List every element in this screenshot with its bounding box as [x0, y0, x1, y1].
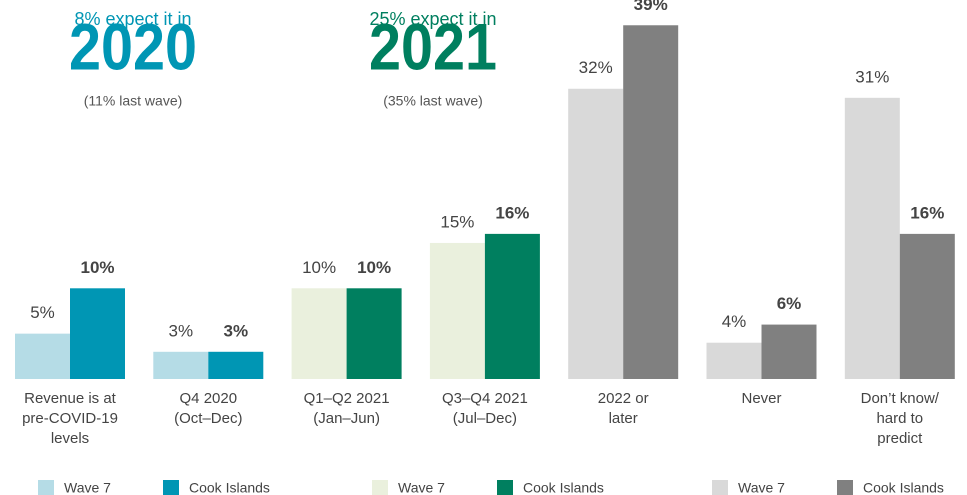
- annotation-lead: 8% expect it in: [74, 9, 191, 29]
- value-label: 31%: [855, 67, 889, 86]
- value-label: 3%: [224, 321, 249, 340]
- legend-swatch: [837, 480, 853, 495]
- category-label: Don’t know/ hard to predict: [860, 390, 939, 447]
- category-label: Never: [741, 390, 782, 407]
- legend-swatch: [163, 480, 179, 495]
- annotation-note: (11% last wave): [84, 93, 183, 109]
- bar: [346, 288, 402, 379]
- category-label: Q1–Q2 2021 (Jan–Jun): [303, 390, 390, 427]
- bar: [429, 242, 485, 379]
- annotation-year: 2020: [69, 9, 197, 83]
- annotation-lead: 25% expect it in: [369, 9, 496, 29]
- annotation-note: (35% last wave): [383, 93, 483, 109]
- legend-label: Cook Islands: [189, 480, 270, 495]
- bar: [568, 88, 624, 379]
- value-label: 16%: [910, 203, 944, 222]
- bar: [899, 233, 955, 379]
- value-label: 32%: [579, 58, 613, 77]
- value-label: 4%: [722, 312, 747, 331]
- value-label: 5%: [30, 303, 55, 322]
- value-label: 10%: [357, 258, 391, 277]
- legend-label: Cook Islands: [863, 480, 944, 495]
- value-label: 10%: [302, 258, 336, 277]
- annotation-year: 2021: [369, 9, 497, 83]
- category-label: Revenue is at pre-COVID-19 levels: [22, 390, 118, 447]
- legend-swatch: [712, 480, 728, 495]
- category-label: Q4 2020 (Oct–Dec): [174, 390, 243, 427]
- legend-label: Wave 7: [738, 480, 785, 495]
- bar: [70, 288, 125, 379]
- legend-label: Cook Islands: [523, 480, 604, 495]
- bar: [623, 25, 679, 380]
- bar: [844, 97, 900, 379]
- legend-label: Wave 7: [64, 480, 111, 495]
- legend-swatch: [38, 480, 54, 495]
- value-label: 16%: [495, 203, 529, 222]
- bar: [153, 351, 209, 379]
- value-label: 6%: [777, 294, 802, 313]
- value-label: 3%: [169, 321, 194, 340]
- category-label: Q3–Q4 2021 (Jul–Dec): [441, 390, 528, 427]
- bar: [208, 351, 264, 379]
- bar: [484, 233, 540, 379]
- bar: [15, 333, 70, 379]
- value-label: 39%: [634, 0, 668, 14]
- bar: [706, 342, 762, 379]
- legend-label: Wave 7: [398, 480, 445, 495]
- bar: [761, 324, 817, 379]
- legend-swatch: [372, 480, 388, 495]
- category-label: 2022 or later: [597, 390, 649, 427]
- value-label: 10%: [80, 258, 114, 277]
- legend-swatch: [497, 480, 513, 495]
- value-label: 15%: [440, 212, 474, 231]
- bar: [291, 288, 347, 379]
